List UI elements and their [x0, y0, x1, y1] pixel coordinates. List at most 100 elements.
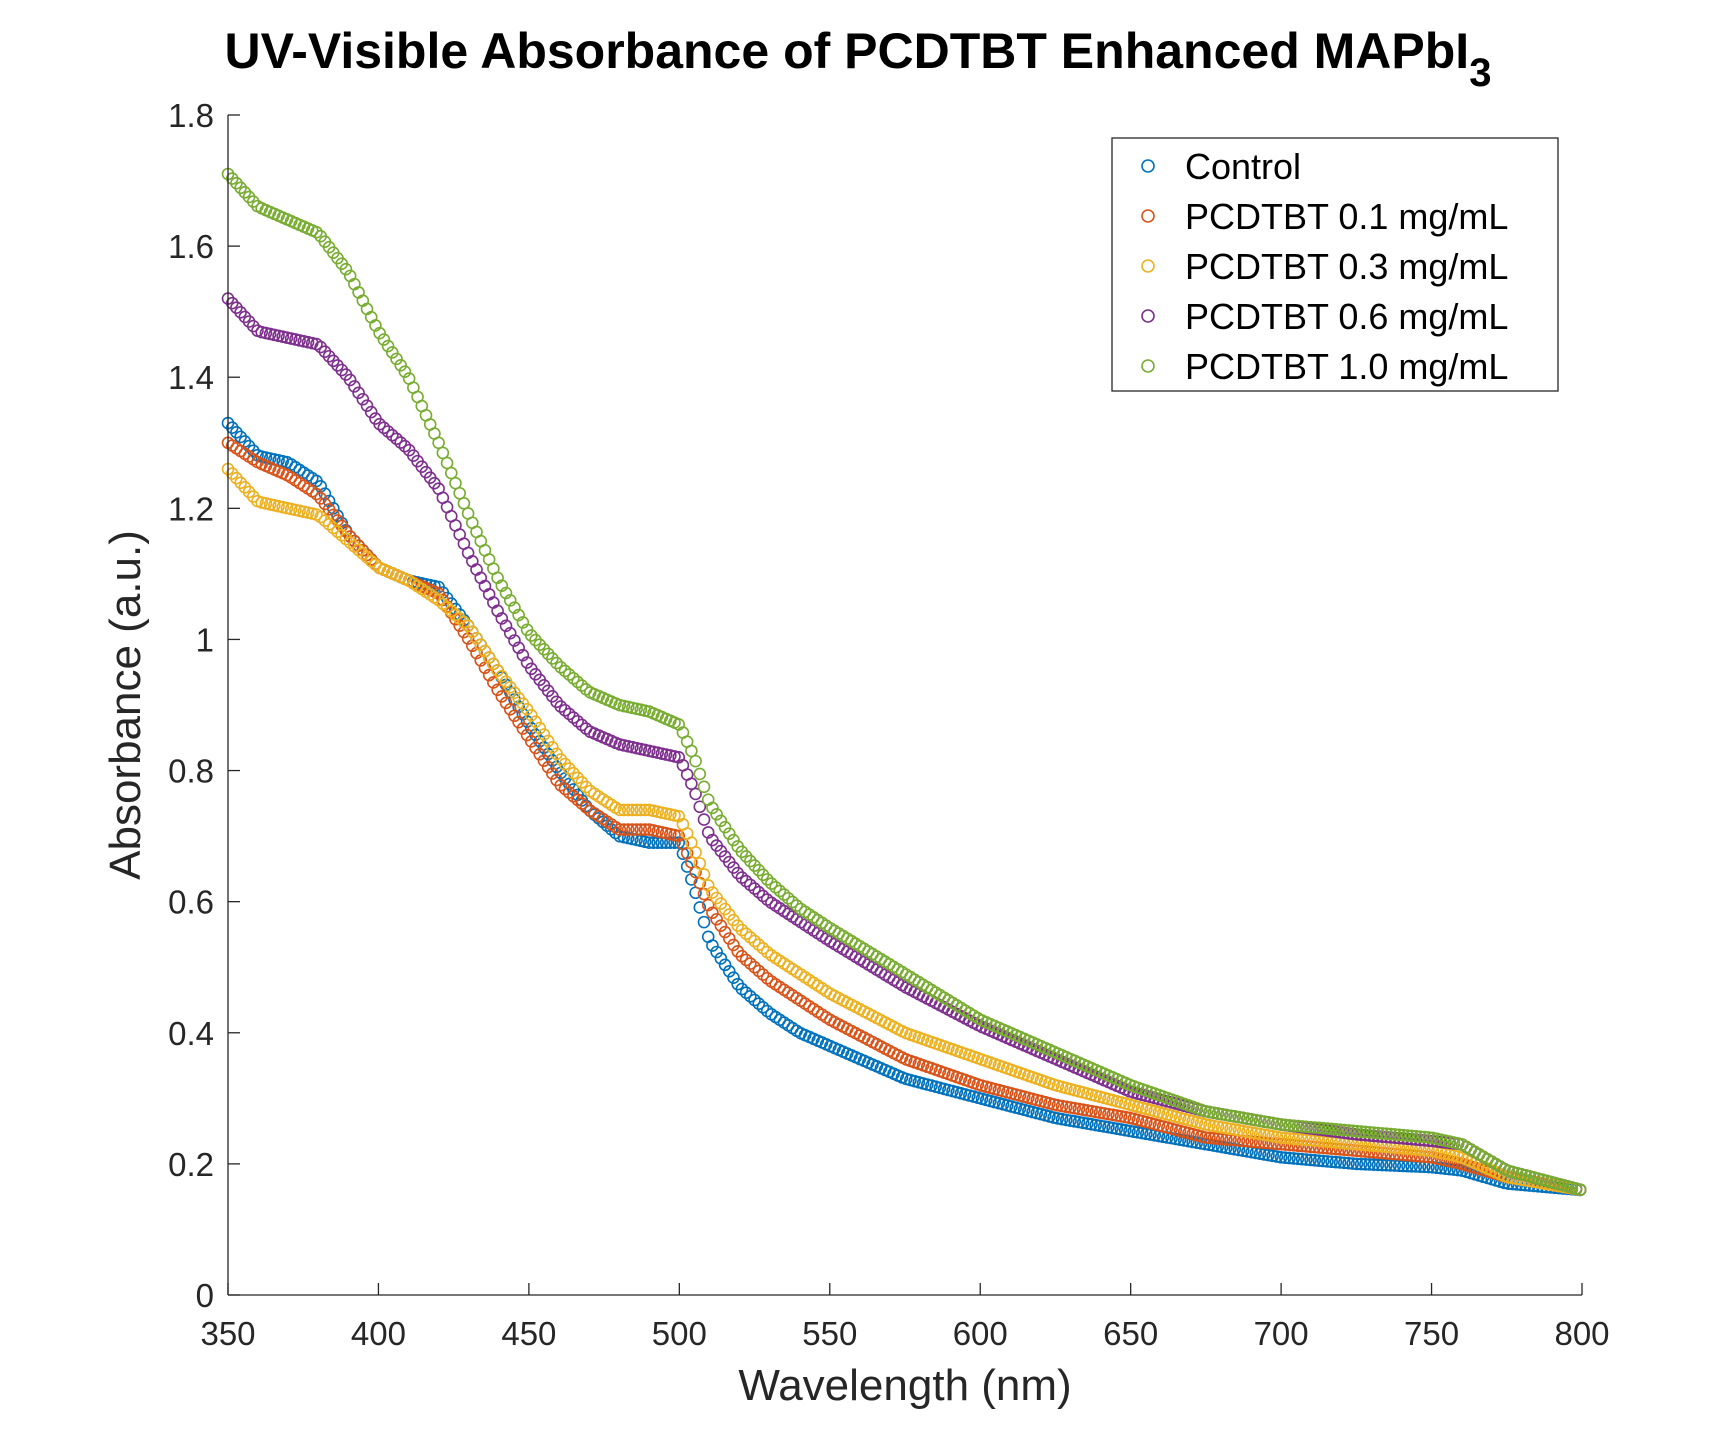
data-point — [1266, 1149, 1279, 1163]
data-point — [735, 982, 749, 996]
data-point — [1207, 1139, 1221, 1152]
data-point — [739, 874, 753, 888]
data-point — [1333, 1156, 1347, 1169]
data-point — [377, 333, 391, 346]
data-point — [331, 525, 344, 538]
legend-items: Control PCDTBT 0.1 mg/mL PCDTBT 0.3 mg/mL P… — [1141, 146, 1508, 387]
data-point — [697, 868, 711, 881]
data-point — [1359, 1145, 1372, 1158]
data-point — [710, 912, 723, 926]
data-point — [706, 939, 719, 952]
data-point — [1367, 1158, 1381, 1171]
data-point — [390, 352, 403, 366]
data-point — [697, 813, 711, 826]
data-point — [1338, 1156, 1351, 1170]
data-point — [714, 952, 728, 965]
data-point — [537, 728, 551, 741]
data-point — [1316, 1121, 1330, 1135]
data-point — [744, 931, 757, 944]
data-point — [1093, 1106, 1107, 1119]
data-point — [343, 373, 357, 387]
data-point — [508, 709, 521, 723]
axes — [227, 115, 1582, 1296]
data-point — [1418, 1130, 1431, 1144]
data-point — [554, 700, 568, 713]
data-point — [1224, 1109, 1237, 1123]
series-1 — [221, 416, 1587, 1197]
data-point — [1118, 1123, 1132, 1137]
data-point — [1316, 1141, 1330, 1155]
data-point — [567, 789, 580, 803]
data-point — [1350, 1157, 1364, 1171]
data-point — [390, 432, 403, 446]
data-point — [697, 780, 711, 794]
data-point — [731, 919, 745, 932]
data-point — [524, 708, 538, 722]
y-tick-label: 0.8 — [168, 753, 214, 790]
data-point — [727, 971, 740, 985]
data-point — [693, 767, 707, 781]
data-point — [1308, 1140, 1322, 1154]
data-point — [512, 641, 525, 655]
data-point — [1304, 1140, 1317, 1154]
data-point — [381, 339, 395, 353]
data-point — [1304, 1153, 1317, 1167]
data-point — [1262, 1129, 1275, 1142]
data-point — [1274, 1151, 1288, 1164]
data-point — [1097, 1107, 1111, 1120]
data-point — [1375, 1146, 1389, 1160]
data-point — [701, 826, 715, 839]
data-point — [1316, 1154, 1330, 1168]
data-point — [381, 425, 395, 438]
data-point — [722, 964, 736, 978]
data-point — [1291, 1132, 1305, 1146]
data-point — [676, 847, 690, 860]
data-point — [626, 803, 639, 817]
data-point — [1064, 1101, 1077, 1114]
data-point — [685, 744, 698, 758]
data-point — [1262, 1116, 1275, 1129]
data-point — [529, 741, 542, 755]
y-ticks: 0 0.2 0.4 0.6 0.8 1 1.2 1.4 1.6 1.8 — [168, 97, 240, 1314]
data-point — [356, 392, 370, 406]
data-point — [541, 747, 555, 761]
data-point — [748, 993, 761, 1007]
data-point — [562, 786, 576, 799]
data-point — [1064, 1114, 1077, 1127]
data-point — [1321, 1141, 1334, 1155]
data-point — [1287, 1132, 1301, 1146]
data-point — [1203, 1138, 1216, 1152]
data-point — [1236, 1124, 1250, 1138]
data-point — [1114, 1110, 1128, 1123]
x-tick-label: 500 — [652, 1315, 707, 1352]
data-point — [1089, 1118, 1103, 1132]
data-point — [461, 632, 475, 645]
data-point — [1354, 1144, 1368, 1158]
data-point — [1325, 1155, 1338, 1169]
data-point — [495, 690, 509, 703]
data-point — [718, 925, 732, 939]
data-point — [575, 718, 589, 732]
y-tick-label: 1.4 — [168, 359, 214, 396]
data-point — [634, 823, 648, 836]
data-point — [1203, 1105, 1216, 1119]
data-point — [516, 616, 530, 629]
data-point — [449, 608, 462, 622]
data-point — [571, 675, 584, 689]
data-point — [1114, 1123, 1128, 1136]
data-point — [1131, 1126, 1145, 1139]
data-point — [790, 899, 803, 912]
data-point — [1329, 1123, 1343, 1136]
data-point — [558, 703, 572, 717]
data-point — [444, 604, 458, 618]
data-point — [630, 823, 643, 836]
data-point — [364, 554, 378, 568]
data-point — [1363, 1158, 1376, 1171]
data-point — [495, 579, 509, 592]
data-point — [744, 878, 757, 892]
data-point — [1329, 1142, 1343, 1156]
data-point — [520, 728, 534, 742]
data-point — [1367, 1126, 1381, 1139]
data-point — [322, 518, 336, 531]
data-point — [735, 871, 749, 884]
